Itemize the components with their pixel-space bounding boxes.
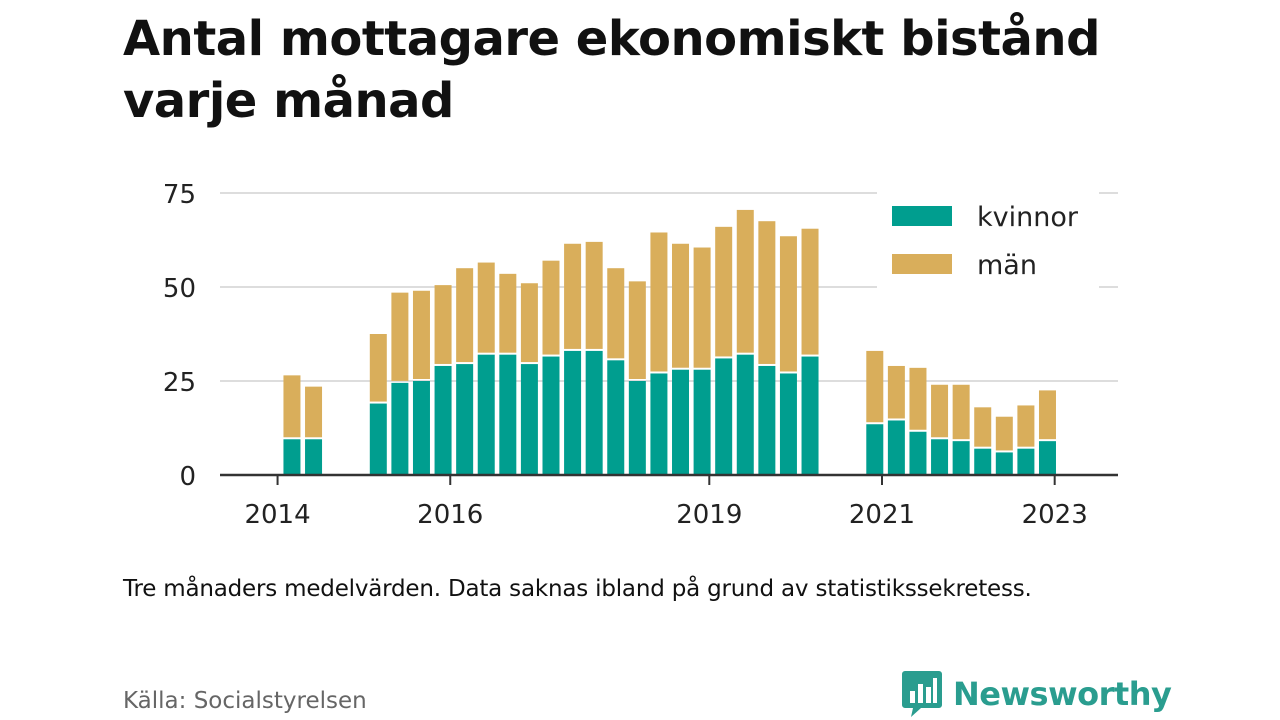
bar-kvinnor: [974, 448, 992, 475]
bar-kvinnor: [1017, 448, 1035, 475]
bar-man: [305, 386, 323, 438]
bar-kvinnor: [1038, 441, 1056, 475]
bar-kvinnor: [499, 354, 517, 475]
bar-kvinnor: [369, 403, 387, 475]
bar-man: [607, 268, 625, 359]
bar-kvinnor: [607, 360, 625, 475]
bar-kvinnor: [434, 365, 452, 475]
bar-kvinnor: [801, 356, 819, 475]
bar-kvinnor: [520, 364, 538, 475]
brand-name: Newsworthy: [953, 675, 1172, 713]
newsworthy-logo-icon: [902, 671, 942, 717]
bar-kvinnor: [931, 439, 949, 475]
bar-man: [672, 243, 690, 368]
bar-man: [412, 290, 430, 379]
bar-man: [866, 350, 884, 423]
bar-man: [499, 273, 517, 353]
bar-kvinnor: [866, 424, 884, 475]
bar-man: [650, 232, 668, 372]
bar-man: [585, 241, 603, 349]
bar-man: [456, 268, 474, 363]
bar-man: [715, 226, 733, 357]
bar-man: [1017, 405, 1035, 447]
bar-kvinnor: [672, 369, 690, 475]
bar-kvinnor: [650, 373, 668, 475]
legend: kvinnor män: [877, 187, 1099, 289]
bar-man: [952, 384, 970, 440]
y-tick-label: 0: [179, 462, 196, 492]
y-tick-label: 50: [163, 274, 196, 304]
bar-man: [887, 365, 905, 419]
bar-man: [520, 283, 538, 363]
bar-man: [391, 292, 409, 381]
bar-man: [931, 384, 949, 438]
bar-kvinnor: [952, 441, 970, 475]
bar-kvinnor: [412, 381, 430, 475]
legend-swatch: [892, 254, 952, 274]
bar-kvinnor: [477, 354, 495, 475]
bar-man: [909, 367, 927, 430]
y-tick-label: 25: [163, 368, 196, 398]
bar-kvinnor: [542, 356, 560, 475]
bar-kvinnor: [283, 439, 301, 475]
bar-man: [779, 236, 797, 372]
source-label: Källa: Socialstyrelsen: [123, 688, 367, 714]
bar-kvinnor: [456, 364, 474, 475]
bar-man: [758, 221, 776, 364]
legend-swatch: [892, 206, 952, 226]
bar-kvinnor: [693, 369, 711, 475]
x-tick-label: 2021: [849, 500, 915, 530]
bar-kvinnor: [585, 350, 603, 475]
bar-kvinnor: [305, 439, 323, 475]
bar-man: [628, 281, 646, 379]
bar-kvinnor: [391, 382, 409, 475]
bar-man: [801, 228, 819, 355]
bar-man: [283, 375, 301, 438]
bar-man: [974, 407, 992, 447]
chart-title: Antal mottagare ekonomiskt bistånd varje…: [123, 11, 1100, 129]
bar-kvinnor: [779, 373, 797, 475]
brand-logo: Newsworthy: [901, 668, 1172, 720]
bars: [283, 209, 1056, 475]
x-tick-label: 2019: [676, 500, 742, 530]
bar-kvinnor: [887, 420, 905, 475]
bar-man: [1038, 390, 1056, 440]
legend-label: kvinnor: [977, 202, 1079, 233]
bar-kvinnor: [909, 431, 927, 475]
bar-kvinnor: [715, 358, 733, 475]
bar-man: [542, 260, 560, 355]
y-tick-label: 75: [163, 180, 196, 210]
legend-label: män: [977, 250, 1037, 281]
bar-man: [434, 285, 452, 364]
bar-man: [736, 209, 754, 353]
bar-kvinnor: [995, 452, 1013, 475]
bar-kvinnor: [736, 354, 754, 475]
axes: 0 25 50 75 2014 2016 2019 2021 2023: [163, 180, 1118, 530]
bar-kvinnor: [628, 381, 646, 475]
x-tick-label: 2016: [417, 500, 483, 530]
bar-man: [477, 262, 495, 353]
bar-man: [369, 334, 387, 402]
bar-man: [995, 416, 1013, 451]
x-tick-label: 2014: [244, 500, 310, 530]
bar-man: [693, 247, 711, 368]
chart-note: Tre månaders medelvärden. Data saknas ib…: [123, 576, 1032, 602]
bar-man: [564, 243, 582, 349]
bar-kvinnor: [564, 350, 582, 475]
bar-kvinnor: [758, 365, 776, 475]
x-tick-label: 2023: [1022, 500, 1088, 530]
